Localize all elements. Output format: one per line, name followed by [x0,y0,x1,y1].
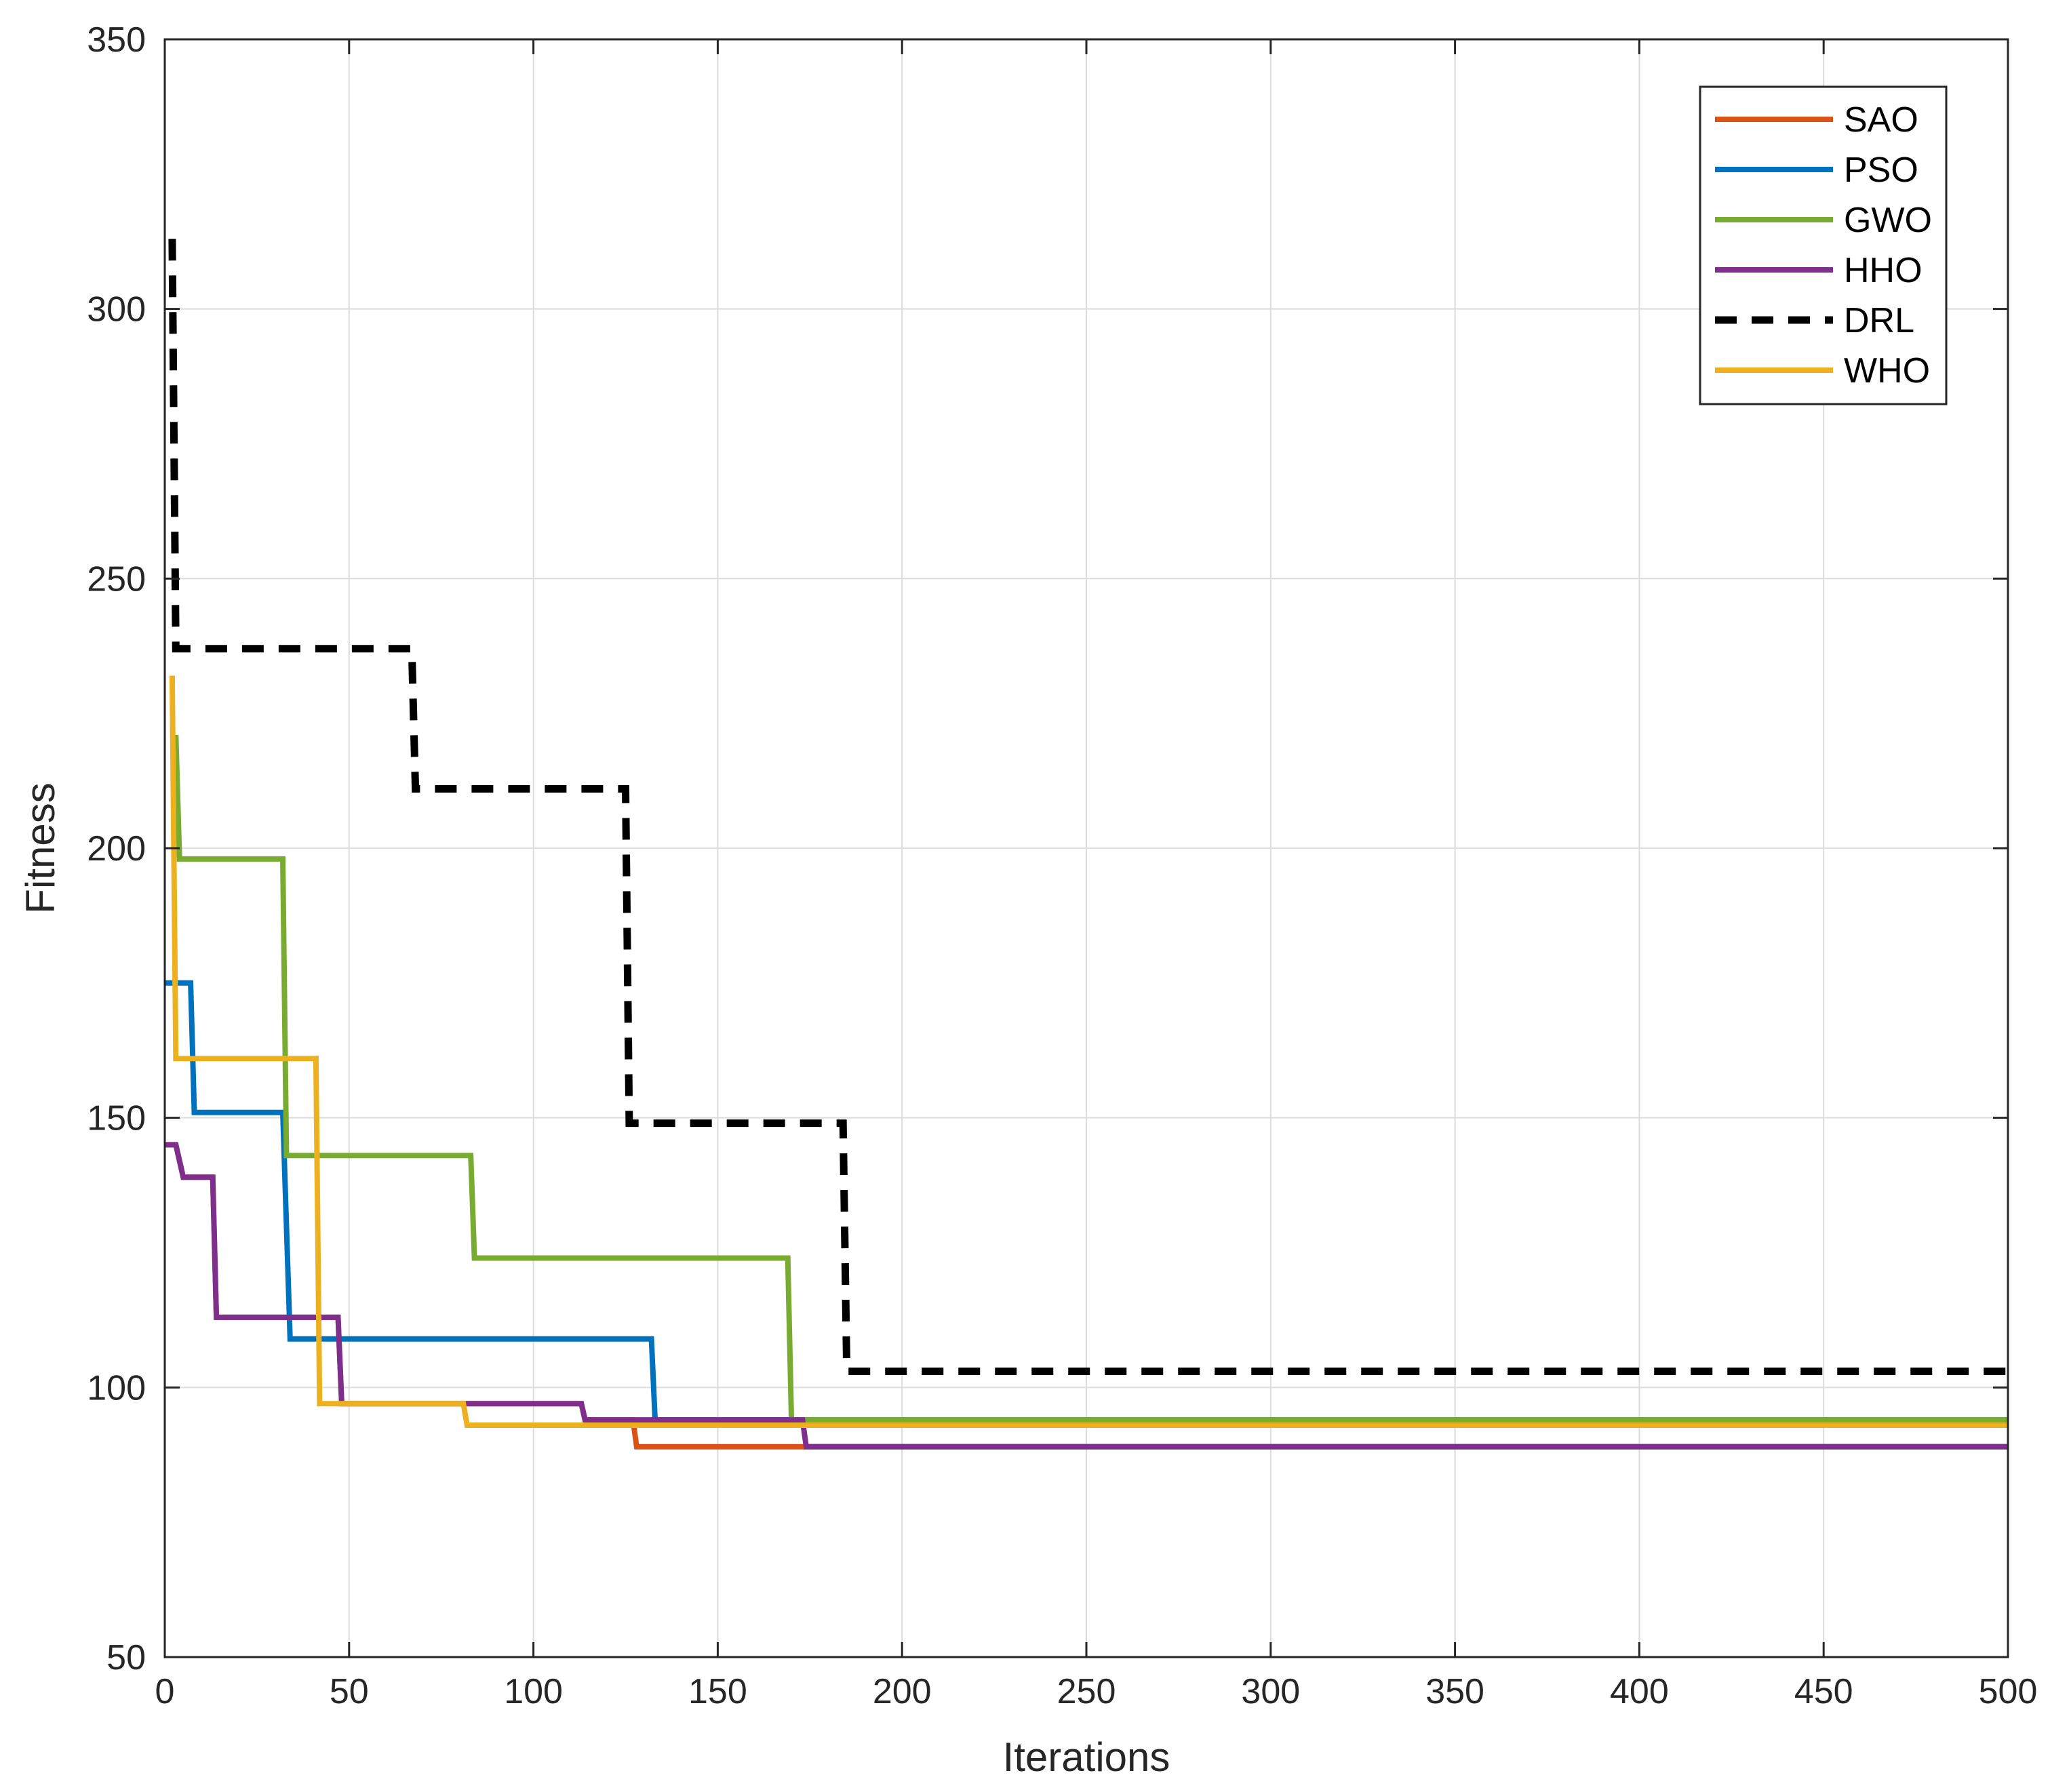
y-tick-label: 100 [87,1368,146,1408]
x-axis-label: Iterations [1003,1734,1170,1780]
legend-label-drl: DRL [1844,301,1914,340]
x-tick-label: 50 [330,1672,369,1711]
legend: SAO PSO GWO HHO DRL WHO [1699,85,1948,405]
x-tick-label: 200 [873,1672,932,1711]
legend-label-hho: HHO [1844,251,1923,290]
legend-label-sao: SAO [1844,100,1918,140]
series-line-drl [168,239,2008,1375]
legend-label-pso: PSO [1844,151,1918,190]
legend-box [1699,85,1948,405]
series-line-who [169,675,2008,1428]
y-tick-label: 200 [87,829,146,869]
legend-label-gwo: GWO [1844,201,1932,240]
x-tick-label: 350 [1425,1672,1484,1711]
y-axis-label: Fitness [18,782,63,913]
x-tick-label: 300 [1241,1672,1300,1711]
legend-label-who: WHO [1844,351,1930,391]
y-tick-label: 350 [87,20,146,60]
series-line-pso [165,980,2008,1423]
y-tick-label: 50 [106,1638,146,1677]
x-tick-label: 0 [155,1672,175,1711]
x-tick-label: 450 [1794,1672,1853,1711]
series-line-gwo [173,734,2008,1423]
axis-ticks: 0 50 100 150 200 250 300 350 400 450 5005010015020… [87,20,2037,1711]
y-tick-label: 300 [87,290,146,330]
x-tick-label: 150 [688,1672,747,1711]
x-tick-label: 500 [1979,1672,2038,1711]
series-lines [165,239,2008,1450]
y-tick-label: 250 [87,559,146,599]
y-tick-label: 150 [87,1099,146,1138]
x-tick-label: 100 [504,1672,563,1711]
x-tick-label: 250 [1057,1672,1116,1711]
x-tick-label: 400 [1610,1672,1669,1711]
